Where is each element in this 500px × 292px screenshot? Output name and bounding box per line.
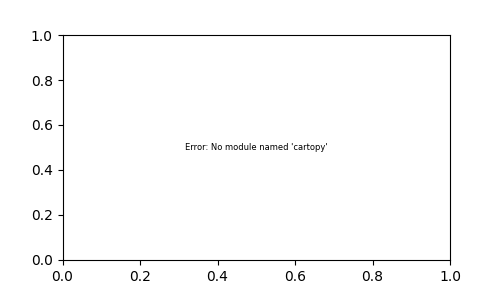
Text: Error: No module named 'cartopy': Error: No module named 'cartopy' [185, 143, 328, 152]
